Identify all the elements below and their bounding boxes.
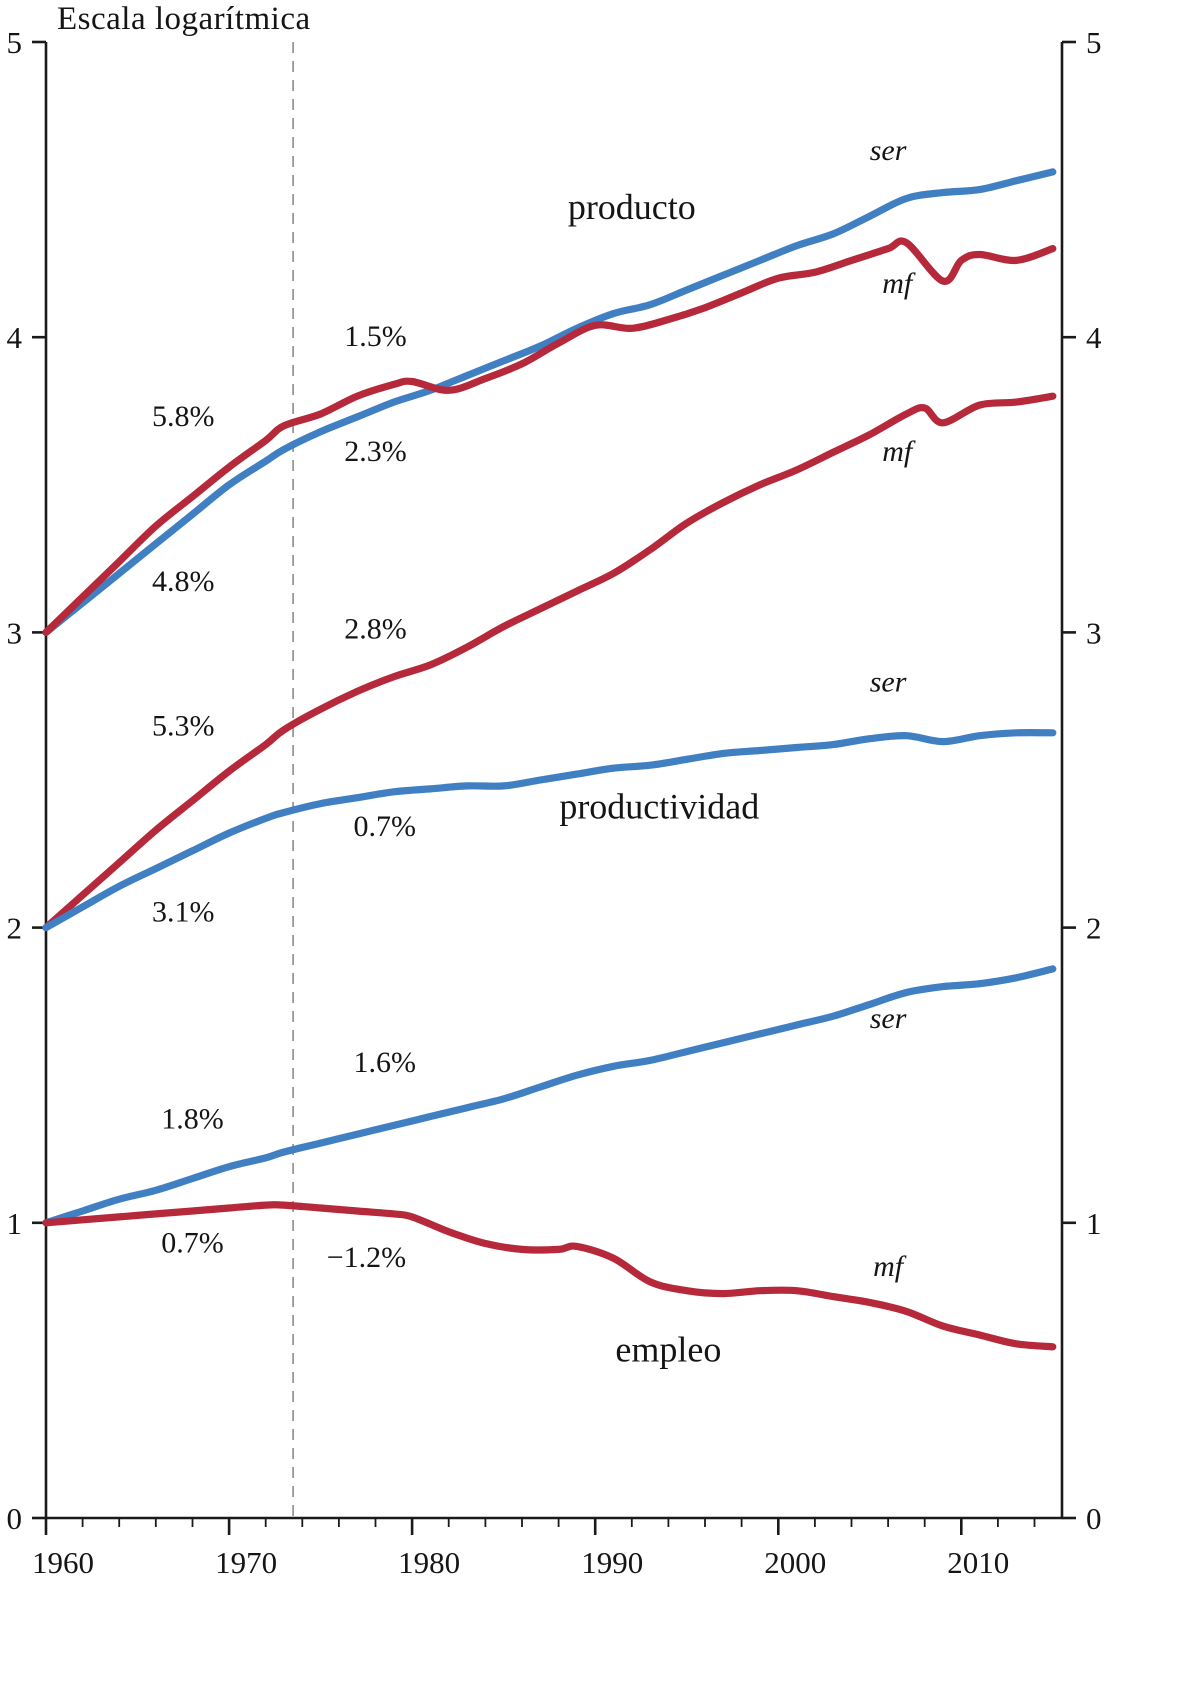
growth-annotation: 0.7% (161, 1226, 224, 1259)
growth-annotation: 5.8% (152, 400, 215, 433)
axis-frame (44, 42, 1064, 1520)
x-axis-label: 1990 (581, 1545, 643, 1580)
y-axis-label-right: 0 (1086, 1501, 1102, 1536)
growth-annotation: 2.8% (344, 612, 407, 645)
growth-annotation: 3.1% (152, 896, 215, 929)
y-axis-label-left: 2 (7, 911, 23, 946)
sector-tag-mf: mf (882, 267, 916, 300)
sector-tag-ser: ser (870, 134, 907, 167)
series-line-empleo-ser (42, 965, 1057, 1227)
group-label-producto: producto (568, 187, 696, 227)
y-axis-label-left: 0 (7, 1501, 23, 1536)
growth-annotation: 1.5% (344, 320, 407, 353)
series-line-empleo-mf (42, 1201, 1057, 1351)
series-line-producto-ser (42, 168, 1057, 636)
group-label-productividad: productividad (559, 786, 759, 826)
growth-annotation: 1.6% (353, 1046, 416, 1079)
x-axis-label: 2010 (947, 1545, 1009, 1580)
y-axis-label-right: 3 (1086, 615, 1102, 650)
y-axis-label-left: 4 (7, 320, 23, 355)
growth-annotation: −1.2% (327, 1241, 406, 1274)
y-axis-label-left: 5 (7, 25, 23, 60)
growth-annotation: 0.7% (353, 810, 416, 843)
x-axis-label: 1960 (32, 1545, 94, 1580)
sector-tag-mf: mf (882, 435, 916, 468)
x-axis-label: 1980 (398, 1545, 460, 1580)
x-axis-label: 1970 (215, 1545, 277, 1580)
y-axis-label-left: 3 (7, 615, 23, 650)
sector-tag-ser: ser (870, 1002, 907, 1035)
series-line-productividad-mf (42, 392, 1057, 932)
group-label-empleo: empleo (615, 1330, 721, 1370)
sector-tag-mf: mf (873, 1250, 907, 1283)
growth-annotation: 2.3% (344, 435, 407, 468)
growth-annotation: 5.3% (152, 710, 215, 743)
y-axis-label-left: 1 (7, 1206, 23, 1241)
y-axis-label-right: 4 (1086, 320, 1102, 355)
series-line-producto-mf (42, 237, 1057, 636)
chart-title: Escala logarítmica (57, 1, 311, 37)
series-line-productividad-ser (42, 728, 1057, 932)
growth-annotation: 4.8% (152, 565, 215, 598)
sector-tag-ser: ser (870, 665, 907, 698)
x-axis-label: 2000 (764, 1545, 826, 1580)
growth-annotation: 1.8% (161, 1102, 224, 1135)
y-axis-label-right: 2 (1086, 911, 1102, 946)
y-axis-label-right: 5 (1086, 25, 1102, 60)
y-axis-label-right: 1 (1086, 1206, 1102, 1241)
